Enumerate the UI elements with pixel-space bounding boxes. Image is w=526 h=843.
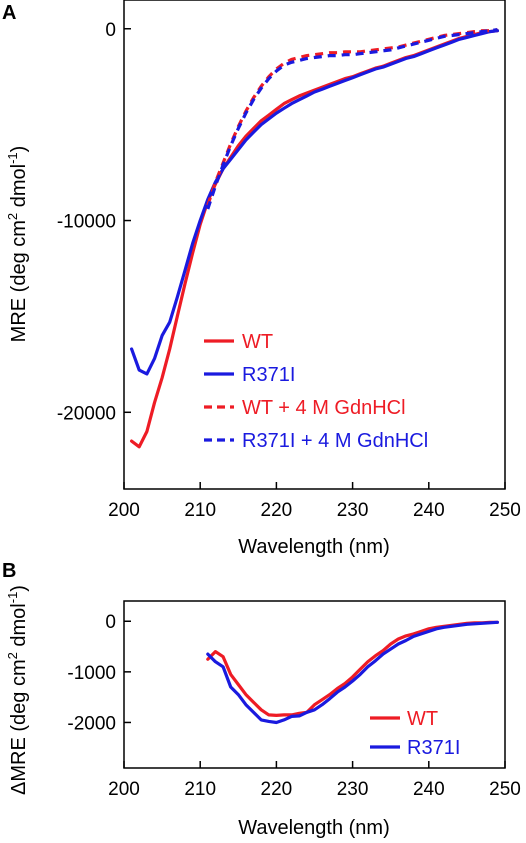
panel-b-ylabel-part1: ΔMRE (deg cm xyxy=(8,659,30,795)
panel-b-legend-label: R371I xyxy=(407,737,460,759)
panel-b-xtick-label: 210 xyxy=(184,779,216,800)
panel-a-legend-label: WT + 4 M GdnHCl xyxy=(242,397,406,419)
panel-a-ytick-label: -20000 xyxy=(57,403,116,424)
panel-a-ylabel-sup1: 2 xyxy=(5,213,20,220)
panel-b-ylabel-part3: ) xyxy=(8,585,30,592)
panel-b-ticks: 200 210 220 230 240 250 0 -1000 -2000 xyxy=(67,612,520,800)
panel-a-series-line xyxy=(206,28,498,206)
panel-a-series-line xyxy=(130,29,499,376)
panel-b-legend: WT R371I xyxy=(370,708,460,759)
panel-a-legend-label: R371I xyxy=(242,364,295,386)
panel-b-ytick-label: -1000 xyxy=(67,663,116,684)
panel-b-xtick-label: 240 xyxy=(413,779,445,800)
panel-b-ylabel-part2: dmol xyxy=(8,603,30,652)
panel-b-ytick-label: -2000 xyxy=(67,713,116,734)
panel-b-xtick-label: 200 xyxy=(108,779,140,800)
panel-a-series-line xyxy=(206,28,498,210)
panel-a-series xyxy=(130,28,499,449)
panel-a-ylabel-part2: dmol xyxy=(8,164,30,213)
panel-a-xtick-label: 240 xyxy=(413,500,445,521)
panel-a-xlabel: Wavelength (nm) xyxy=(238,536,390,558)
panel-a-xtick-label: 250 xyxy=(489,500,521,521)
panel-a-legend-label: R371I + 4 M GdnHCl xyxy=(242,430,428,452)
panel-a-ylabel-sup2: -1 xyxy=(5,152,20,164)
panel-a-ytick-label: -10000 xyxy=(57,212,116,233)
panel-a-legend: WT R371I WT + 4 M GdnHCl R371I + 4 M GdnHCl xyxy=(204,331,428,452)
panel-a: A 200 210 220 230 240 250 0 -10000 -20000 Wavele… xyxy=(2,0,521,558)
panel-a-legend-label: WT xyxy=(242,331,273,353)
panel-a-xtick-label: 210 xyxy=(184,500,216,521)
panel-b-label: B xyxy=(2,560,16,582)
panel-a-ytick-label: 0 xyxy=(105,20,116,41)
panel-b-series-line xyxy=(206,620,499,725)
panel-b-ylabel-sup1: 2 xyxy=(5,652,20,659)
panel-b-ylabel: ΔMRE (deg cm2 dmol-1) xyxy=(5,585,30,795)
panel-b-xtick-label: 230 xyxy=(337,779,369,800)
panel-a-xtick-label: 200 xyxy=(108,500,140,521)
panel-b-ytick-label: 0 xyxy=(105,612,116,633)
panel-a-ylabel-part1: MRE (deg cm xyxy=(8,220,30,342)
panel-b-xlabel: Wavelength (nm) xyxy=(238,817,390,839)
panel-a-ylabel-part3: ) xyxy=(8,146,30,153)
panel-a-label: A xyxy=(2,2,16,24)
panel-b-ylabel-sup2: -1 xyxy=(5,592,20,604)
panel-b-xtick-label: 250 xyxy=(489,779,521,800)
panel-b-series xyxy=(206,620,499,725)
panel-b-frame xyxy=(123,600,506,769)
panel-a-frame xyxy=(123,0,506,490)
panel-b-xtick-label: 220 xyxy=(261,779,293,800)
panel-b-series-line xyxy=(206,620,499,717)
panel-b-legend-label: WT xyxy=(407,708,438,730)
panel-a-ticks: 200 210 220 230 240 250 0 -10000 -20000 xyxy=(57,20,521,521)
panel-a-ylabel: MRE (deg cm2 dmol-1) xyxy=(5,146,30,343)
panel-b: B 200 210 220 230 240 250 0 -1000 -2000 Waveleng… xyxy=(2,560,521,839)
panel-a-xtick-label: 220 xyxy=(261,500,293,521)
panel-a-xtick-label: 230 xyxy=(337,500,369,521)
